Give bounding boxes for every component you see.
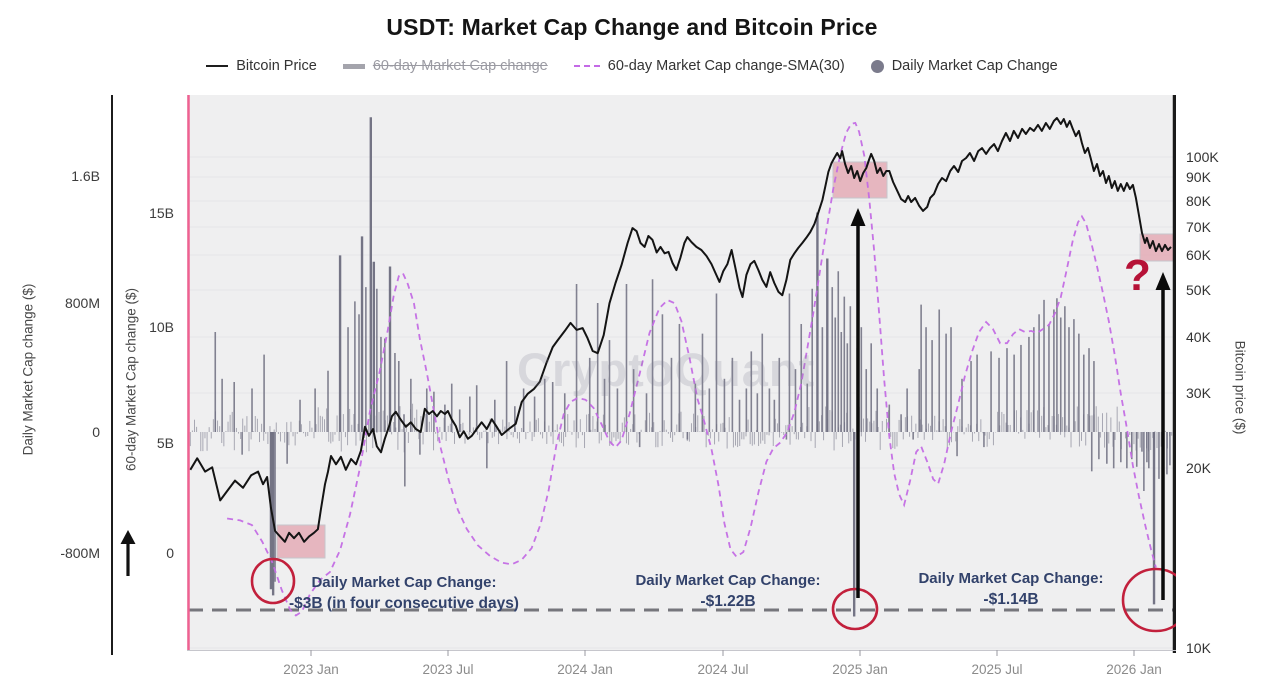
- axis-tick-label: 2023 Jul: [422, 662, 474, 677]
- callout-1-22b-value: -$1.22B: [700, 593, 756, 610]
- up-arrow-head-2: [1155, 272, 1171, 290]
- bitcoin-price-line: [189, 117, 1172, 543]
- axis-tick-label: 15B: [149, 205, 174, 221]
- axis-tick-label: 2025 Jan: [832, 662, 888, 677]
- line-marker-icon: [206, 65, 229, 67]
- callout-3b-value: -$3B (in four consecutive days): [289, 595, 519, 612]
- axis-tick-label: 60K: [1186, 247, 1211, 263]
- legend: Bitcoin Price 60-day Market Cap change 60-…: [0, 58, 1264, 74]
- callout-3b-title: Daily Market Cap Change:: [311, 574, 497, 591]
- legend-label: Daily Market Cap Change: [891, 58, 1058, 74]
- thick-marker-icon: [342, 63, 365, 69]
- axis-tick-label: 20K: [1186, 460, 1211, 476]
- callout-1-22b-title: Daily Market Cap Change:: [635, 572, 821, 589]
- red-circle-2: [831, 587, 879, 631]
- legend-item-daily-market-cap-change[interactable]: Daily Market Cap Change: [870, 58, 1058, 74]
- axis-tick-label: 2024 Jan: [557, 662, 613, 677]
- legend-label: 60-day Market Cap change: [372, 58, 548, 74]
- sma-line: [226, 121, 1157, 617]
- plot-area[interactable]: [187, 95, 1176, 660]
- axis-tick-label: 0: [92, 424, 100, 440]
- axis-tick-label: 30K: [1186, 385, 1211, 401]
- axis-tick-label: 800M: [64, 295, 100, 311]
- sixty-axis-title: 60-day Market Cap change ($): [123, 287, 139, 472]
- axis-tick-label: 2025 Jul: [971, 662, 1023, 677]
- axis-tick-label: 5B: [156, 435, 174, 451]
- axis-tick-label: 80K: [1186, 193, 1211, 209]
- legend-item-bitcoin-price[interactable]: Bitcoin Price: [206, 58, 317, 74]
- callout-1-14b-value: -$1.14B: [983, 591, 1039, 608]
- daily-axis-title: Daily Market Cap change ($): [20, 283, 36, 456]
- axis-tick-label: 70K: [1186, 219, 1211, 235]
- callout-3b: Daily Market Cap Change: -$3B (in four c…: [279, 572, 529, 614]
- axis-tick-label: 50K: [1186, 282, 1211, 298]
- axis-tick-label: -800M: [60, 545, 100, 561]
- dashed-marker-icon: [573, 65, 600, 67]
- dot-marker-icon: [870, 59, 884, 73]
- callout-1-14b: Daily Market Cap Change: -$1.14B: [881, 568, 1141, 610]
- axis-tick-label: 100K: [1186, 149, 1219, 165]
- up-arrow-icon-left-gutter: [120, 530, 136, 576]
- callout-1-22b: Daily Market Cap Change: -$1.22B: [598, 570, 858, 612]
- red-circle-3: [1121, 567, 1176, 633]
- red-circle-1: [250, 557, 296, 605]
- axis-tick-label: 90K: [1186, 169, 1211, 185]
- question-mark: ?: [1124, 251, 1151, 300]
- page-title: USDT: Market Cap Change and Bitcoin Pric…: [386, 14, 878, 40]
- legend-label: 60-day Market Cap change-SMA(30): [607, 58, 845, 74]
- up-arrow-head-1: [850, 208, 866, 226]
- axis-tick-label: 40K: [1186, 329, 1211, 345]
- axis-tick-label: 10B: [149, 319, 174, 335]
- legend-label: Bitcoin Price: [236, 58, 317, 74]
- axis-tick-label: 10K: [1186, 640, 1211, 656]
- callout-1-14b-title: Daily Market Cap Change:: [918, 570, 1104, 587]
- axis-tick-label: 1.6B: [71, 168, 100, 184]
- axis-tick-label: 2024 Jul: [697, 662, 749, 677]
- plot-background: [187, 95, 1176, 650]
- left-axes-separator: [111, 95, 113, 655]
- axis-tick-label: 2026 Jan: [1106, 662, 1162, 677]
- legend-item-60-day-market-cap-change-sma-30-[interactable]: 60-day Market Cap change-SMA(30): [573, 58, 845, 74]
- axis-tick-label: 0: [166, 545, 174, 561]
- legend-item-60-day-market-cap-change[interactable]: 60-day Market Cap change: [342, 58, 548, 74]
- axis-tick-label: 2023 Jan: [283, 662, 339, 677]
